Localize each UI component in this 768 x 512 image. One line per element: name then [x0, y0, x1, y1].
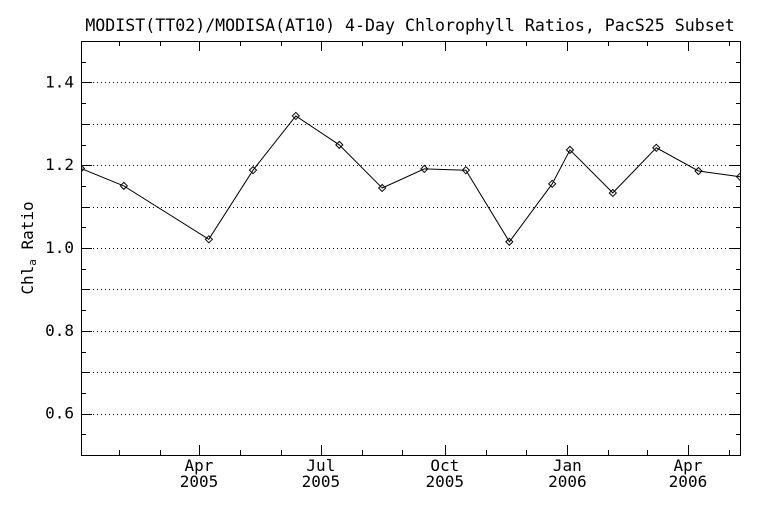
data-point-marker [694, 166, 703, 176]
x-tick-year-label: 2006 [669, 472, 708, 491]
data-point-marker [248, 165, 258, 175]
data-point-marker [547, 179, 557, 189]
data-point-marker [505, 237, 514, 246]
x-tick-year-label: 2005 [426, 472, 465, 491]
data-point-marker [119, 181, 129, 191]
data-point-marker [81, 164, 86, 173]
y-axis-title-rest: Ratio [18, 201, 37, 259]
x-tick-month-label: Jan [553, 456, 582, 475]
x-tick-month-label: Jul [306, 456, 335, 475]
data-point-marker [565, 145, 575, 155]
x-tick-month-label: Apr [185, 456, 214, 475]
x-tick-year-label: 2005 [180, 472, 219, 491]
plot-box: 0.60.81.01.21.4Apr2005Jul2005Oct2005Jan2… [45, 41, 741, 491]
y-tick-labels: 0.6 0.8 1.0 1.2 1.4 [45, 72, 74, 422]
x-ticks [119, 42, 730, 455]
y-tick-label: 1.0 [45, 238, 74, 257]
plot-border [81, 41, 741, 456]
data-point-marker [652, 143, 661, 153]
data-point-marker [377, 183, 387, 193]
data-series [81, 111, 740, 246]
data-point-marker [608, 188, 618, 198]
y-tick-label: 1.2 [45, 155, 74, 174]
y-axis-title-main: Chl [18, 266, 37, 295]
y-axis-title: Chla Ratio [18, 201, 39, 294]
y-axis-title-subscript: a [26, 259, 39, 266]
x-tick-year-label: 2005 [302, 472, 341, 491]
data-point-marker [204, 235, 214, 244]
data-point-marker [461, 165, 471, 175]
y-tick-label: 0.8 [45, 321, 74, 340]
data-point-marker [291, 111, 301, 121]
y-tick-label: 1.4 [45, 72, 74, 91]
data-point-marker [335, 140, 344, 150]
y-tick-label: 0.6 [45, 404, 74, 423]
x-tick-year-label: 2006 [548, 472, 587, 491]
data-line [81, 115, 740, 243]
data-point-marker [735, 172, 740, 181]
chart-title: MODIST(TT02)/MODISA(AT10) 4-Day Chloroph… [85, 16, 734, 35]
gridlines [81, 82, 740, 415]
data-point-marker [420, 164, 429, 174]
x-tick-month-label: Oct [430, 456, 459, 475]
y-ticks [82, 62, 740, 435]
x-tick-month-label: Apr [673, 456, 702, 475]
